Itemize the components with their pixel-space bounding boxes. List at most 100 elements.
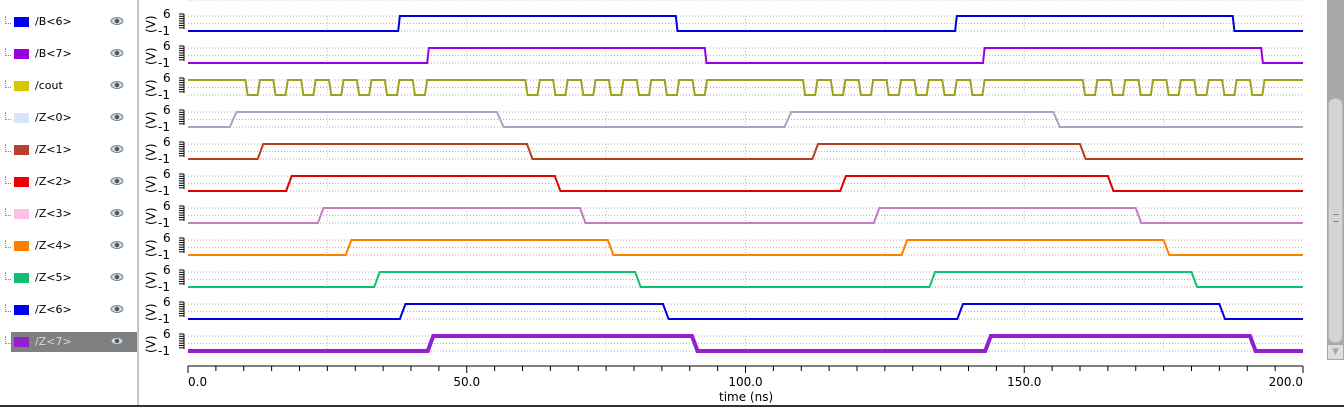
waveform[interactable] [188,175,1303,192]
y-tick-top: 6 [163,7,171,21]
tree-connector [5,48,11,56]
waveform[interactable] [188,111,1303,128]
signal-name: /B<7> [35,47,72,60]
y-axis-unit: (V) [144,47,158,65]
waveform[interactable] [188,143,1303,160]
x-tick-label: 150.0 [1007,375,1041,389]
tree-connector [5,304,11,312]
waveform[interactable] [188,15,1303,32]
eye-icon[interactable] [110,335,124,347]
y-axis-unit: (V) [144,271,158,289]
y-tick-bottom: -1 [158,216,170,230]
signal-row[interactable]: /B<6> [0,12,137,34]
waveform[interactable] [188,239,1303,256]
eye-icon[interactable] [110,303,124,315]
signal-trace-group: (V) 6 -1 [144,39,1303,70]
signal-row[interactable]: /cout [0,76,137,98]
eye-icon[interactable] [110,207,124,219]
color-swatch [14,177,29,187]
color-swatch [14,49,29,59]
y-tick-top: 6 [163,103,171,117]
y-tick-top: 6 [163,135,171,149]
signal-row[interactable]: /Z<7> [0,332,137,354]
signal-row[interactable]: /Z<1> [0,140,137,162]
y-tick-bottom: -1 [158,184,170,198]
waveform[interactable] [188,207,1303,224]
y-tick-bottom: -1 [158,56,170,70]
signal-trace-group: (V) 6 -1 [144,263,1303,294]
eye-icon[interactable] [110,79,124,91]
y-tick-top: 6 [163,39,171,53]
signal-name: /Z<6> [35,303,72,316]
tree-connector [5,144,11,152]
x-tick-label: 0.0 [188,375,207,389]
y-tick-top: 6 [163,231,171,245]
scrollbar-thumb[interactable] [1328,98,1343,343]
signal-row[interactable]: /Z<5> [0,268,137,290]
scroll-down-arrow-icon[interactable]: ▼ [1328,345,1343,359]
waveform[interactable] [188,47,1303,64]
color-swatch [14,113,29,123]
signal-row[interactable]: /B<7> [0,44,137,66]
eye-icon[interactable] [110,175,124,187]
y-axis-unit: (V) [144,15,158,33]
tree-connector [5,176,11,184]
color-swatch [14,145,29,155]
tree-connector [5,112,11,120]
signal-row[interactable]: /Z<2> [0,172,137,194]
tree-connector [5,336,11,344]
eye-icon[interactable] [110,271,124,283]
signal-trace-group: (V) 6 -1 [144,167,1303,198]
waveform[interactable] [188,303,1303,320]
x-tick-label: 50.0 [453,375,480,389]
waveform[interactable] [188,334,1303,353]
y-axis-unit: (V) [144,335,158,353]
signal-trace-group: (V) 6 -1 [144,231,1303,262]
color-swatch [14,209,29,219]
color-swatch [14,305,29,315]
y-tick-bottom: -1 [158,312,170,326]
y-tick-bottom: -1 [158,152,170,166]
row-highlight [11,332,137,352]
signal-trace-group: (V) 6 -1 [144,103,1303,134]
color-swatch [14,337,29,347]
tree-connector [5,16,11,24]
waveform[interactable] [188,79,1303,96]
y-tick-top: 6 [163,295,171,309]
color-swatch [14,81,29,91]
y-tick-bottom: -1 [158,120,170,134]
signal-row[interactable]: /Z<3> [0,204,137,226]
eye-icon[interactable] [110,15,124,27]
signal-row[interactable]: /Z<6> [0,300,137,322]
signal-row[interactable]: /Z<4> [0,236,137,258]
y-axis-unit: (V) [144,79,158,97]
signal-list-panel: /B<6> /B<7> /cout /Z<0> /Z<1> /Z<2> /Z<3… [0,0,139,405]
y-tick-bottom: -1 [158,88,170,102]
waveform-plot[interactable]: (V)6-1(V)6-1(V)6-1(V)6-1(V)6-1(V)6-1(V)6… [139,0,1327,405]
signal-trace-group: (V) 6 -1 [144,135,1303,166]
y-axis-unit: (V) [144,111,158,129]
x-tick-label: 100.0 [728,375,762,389]
signal-name: /Z<2> [35,175,72,188]
waveform[interactable] [188,271,1303,288]
eye-icon[interactable] [110,239,124,251]
signal-name: /Z<5> [35,271,72,284]
y-tick-bottom: -1 [158,24,170,38]
y-tick-bottom: -1 [158,344,170,358]
y-axis-unit: (V) [144,175,158,193]
eye-icon[interactable] [110,143,124,155]
x-axis: 0.0 50.0 100.0 150.0 200.0 [187,365,1304,389]
signal-trace-group: (V) 6 -1 [144,71,1303,102]
signal-row[interactable]: /Z<0> [0,108,137,130]
y-tick-top: 6 [163,327,171,341]
y-tick-top: 6 [163,199,171,213]
color-swatch [14,17,29,27]
eye-icon[interactable] [110,47,124,59]
divider [0,405,1344,407]
y-axis-unit: (V) [144,207,158,225]
eye-icon[interactable] [110,111,124,123]
y-axis-unit: (V) [144,239,158,257]
tree-connector [5,272,11,280]
grip-icon [1333,214,1339,222]
vertical-scrollbar[interactable]: ▼ [1327,0,1344,360]
